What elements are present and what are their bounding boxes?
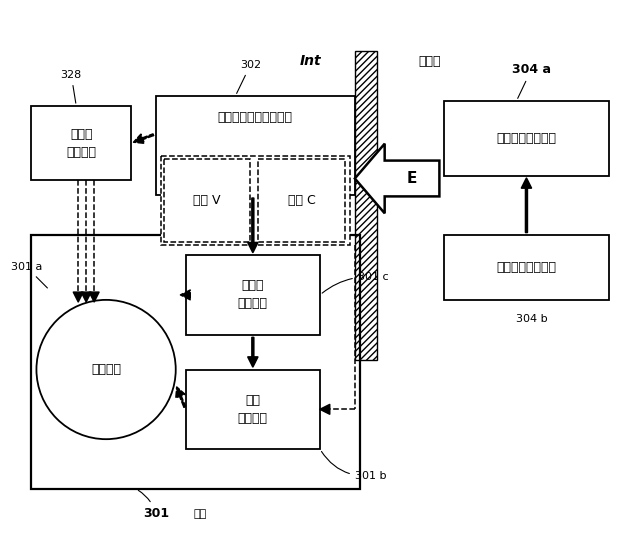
Bar — [444, 235, 609, 300]
Text: 304 a: 304 a — [512, 63, 551, 99]
Text: 304 b: 304 b — [516, 314, 547, 324]
Text: 貯蔵
デバイス: 貯蔵 デバイス — [238, 394, 268, 425]
FancyArrowPatch shape — [134, 134, 154, 143]
Bar — [164, 159, 250, 242]
Text: 301 c: 301 c — [322, 272, 388, 293]
Bar — [31, 235, 360, 489]
Text: 装置: 装置 — [194, 509, 207, 519]
FancyArrowPatch shape — [320, 404, 330, 414]
FancyArrowPatch shape — [176, 387, 186, 407]
Text: 伝送制御ユニット: 伝送制御ユニット — [497, 261, 556, 274]
Bar — [161, 155, 350, 245]
Text: 消費部分: 消費部分 — [91, 363, 121, 376]
FancyArrowPatch shape — [248, 337, 258, 367]
Text: Int: Int — [300, 54, 321, 68]
FancyArrowPatch shape — [248, 198, 258, 252]
Bar — [355, 51, 377, 360]
Bar — [186, 255, 320, 334]
Text: 外部エネルギー源: 外部エネルギー源 — [497, 132, 556, 145]
Bar — [31, 106, 131, 181]
FancyArrowPatch shape — [74, 292, 83, 302]
Text: E: E — [407, 171, 417, 186]
Bar — [259, 159, 345, 242]
FancyArrowPatch shape — [180, 290, 190, 300]
Text: 301 b: 301 b — [321, 451, 387, 481]
FancyArrowPatch shape — [522, 179, 531, 233]
FancyArrowPatch shape — [90, 292, 99, 302]
Text: 定数 V: 定数 V — [193, 194, 221, 207]
Polygon shape — [355, 144, 440, 213]
Bar — [444, 101, 609, 176]
Text: 301 a: 301 a — [11, 262, 47, 288]
Text: 328: 328 — [61, 70, 82, 103]
Text: 内部エネルギー受信器: 内部エネルギー受信器 — [218, 111, 293, 125]
Text: 安定化
ユニット: 安定化 ユニット — [238, 279, 268, 310]
Text: 外部：: 外部： — [418, 55, 441, 68]
FancyArrowPatch shape — [81, 292, 91, 302]
Bar — [186, 370, 320, 449]
Bar — [156, 96, 355, 196]
Text: 302: 302 — [237, 60, 261, 94]
Text: 定数 C: 定数 C — [288, 194, 316, 207]
Text: 安定化
ユニット: 安定化 ユニット — [66, 128, 96, 159]
Text: 301: 301 — [138, 490, 169, 520]
